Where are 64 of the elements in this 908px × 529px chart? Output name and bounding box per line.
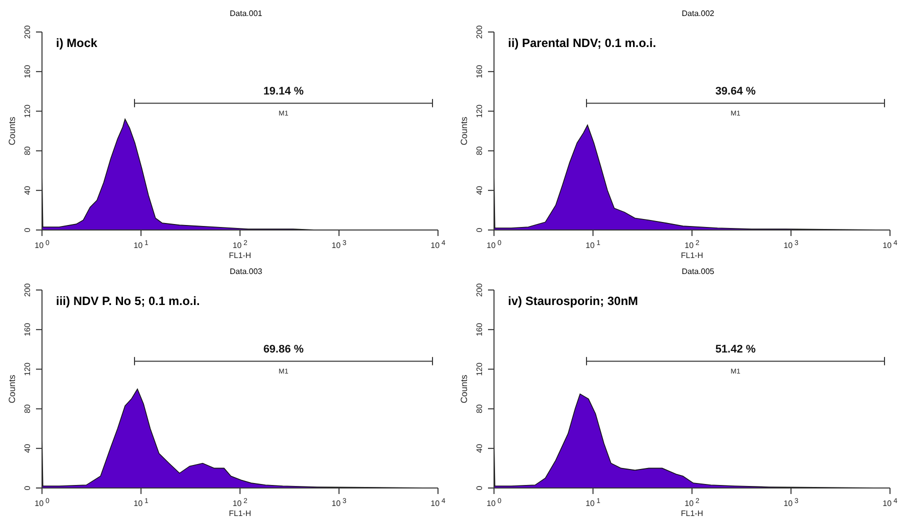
- x-tick-label: 10$^{0}$: [34, 498, 50, 508]
- y-tick-label: 120: [23, 362, 32, 376]
- annotation: 69.86 %: [263, 343, 304, 356]
- y-tick-label: 200: [23, 282, 32, 297]
- x-tick-label: 10$^{3}$: [784, 240, 798, 250]
- y-axis-title: Counts: [7, 374, 18, 404]
- y-tick-label: 160: [23, 64, 32, 78]
- chart-subtitle: iv) Staurosporin; 30nM: [508, 294, 638, 308]
- chart-title: Data.003: [228, 266, 264, 278]
- y-tick-label: 200: [475, 24, 484, 39]
- x-tick-label: 10$^{1}$: [586, 240, 600, 250]
- x-tick-label: 10$^{1}$: [586, 498, 600, 508]
- annotation: 39.64 %: [715, 85, 756, 98]
- chart-title: Data.005: [680, 266, 716, 278]
- y-tick-label: 160: [475, 322, 484, 336]
- y-tick-label: 0: [23, 227, 32, 232]
- x-axis-title: FL1-H: [680, 509, 704, 518]
- y-tick-label: 80: [23, 404, 32, 414]
- y-axis-title: Counts: [459, 374, 470, 404]
- annotation: 19.14 %: [263, 85, 304, 98]
- chart-subtitle: iii) NDV P. No 5; 0.1 m.o.i.: [56, 294, 200, 308]
- x-axis-title: FL1-H: [228, 251, 252, 260]
- y-axis-title: Counts: [459, 116, 470, 146]
- x-axis-title: FL1-H: [680, 251, 704, 260]
- y-tick-label: 80: [475, 404, 484, 414]
- x-tick-label: 10$^{4}$: [430, 498, 446, 508]
- chart-subtitle: ii) Parental NDV; 0.1 m.o.i.: [508, 36, 656, 50]
- x-tick-label: 10$^{1}$: [134, 240, 148, 250]
- y-tick-label: 40: [475, 443, 484, 453]
- x-tick-label: 10$^{1}$: [134, 498, 148, 508]
- x-tick-label: 10$^{2}$: [232, 498, 248, 508]
- x-tick-label: 10$^{2}$: [232, 240, 248, 250]
- x-tick-label: 10$^{2}$: [684, 498, 700, 508]
- chart-title: Data.002: [680, 8, 716, 20]
- y-tick-label: 200: [475, 282, 484, 297]
- x-tick-label: 10$^{4}$: [430, 240, 446, 250]
- y-tick-label: 0: [475, 485, 484, 490]
- x-tick-label: 10$^{3}$: [784, 498, 798, 508]
- y-tick-label: 160: [23, 322, 32, 336]
- y-axis-title: Counts: [7, 116, 18, 146]
- x-tick-label: 10$^{0}$: [34, 240, 50, 250]
- x-axis-title: FL1-H: [228, 509, 252, 518]
- y-tick-label: 0: [23, 485, 32, 490]
- y-tick-label: 40: [23, 443, 32, 453]
- x-tick-label: 10$^{0}$: [486, 240, 502, 250]
- y-tick-label: 160: [475, 64, 484, 78]
- y-tick-label: 0: [475, 227, 484, 232]
- y-tick-label: 120: [475, 362, 484, 376]
- x-tick-label: 10$^{3}$: [332, 240, 346, 250]
- chart-subtitle: i) Mock: [56, 36, 98, 50]
- x-tick-label: 10$^{2}$: [684, 240, 700, 250]
- y-tick-label: 40: [475, 185, 484, 195]
- y-tick-label: 120: [475, 104, 484, 118]
- y-tick-label: 200: [23, 24, 32, 39]
- y-tick-label: 80: [475, 146, 484, 156]
- annotation: 51.42 %: [715, 343, 756, 356]
- x-tick-label: 10$^{4}$: [882, 240, 898, 250]
- x-tick-label: 10$^{3}$: [332, 498, 346, 508]
- y-tick-label: 120: [23, 104, 32, 118]
- chart-title: Data.001: [228, 8, 264, 20]
- x-tick-label: 10$^{4}$: [882, 498, 898, 508]
- y-tick-label: 40: [23, 185, 32, 195]
- y-tick-label: 80: [23, 146, 32, 156]
- x-tick-label: 10$^{0}$: [486, 498, 502, 508]
